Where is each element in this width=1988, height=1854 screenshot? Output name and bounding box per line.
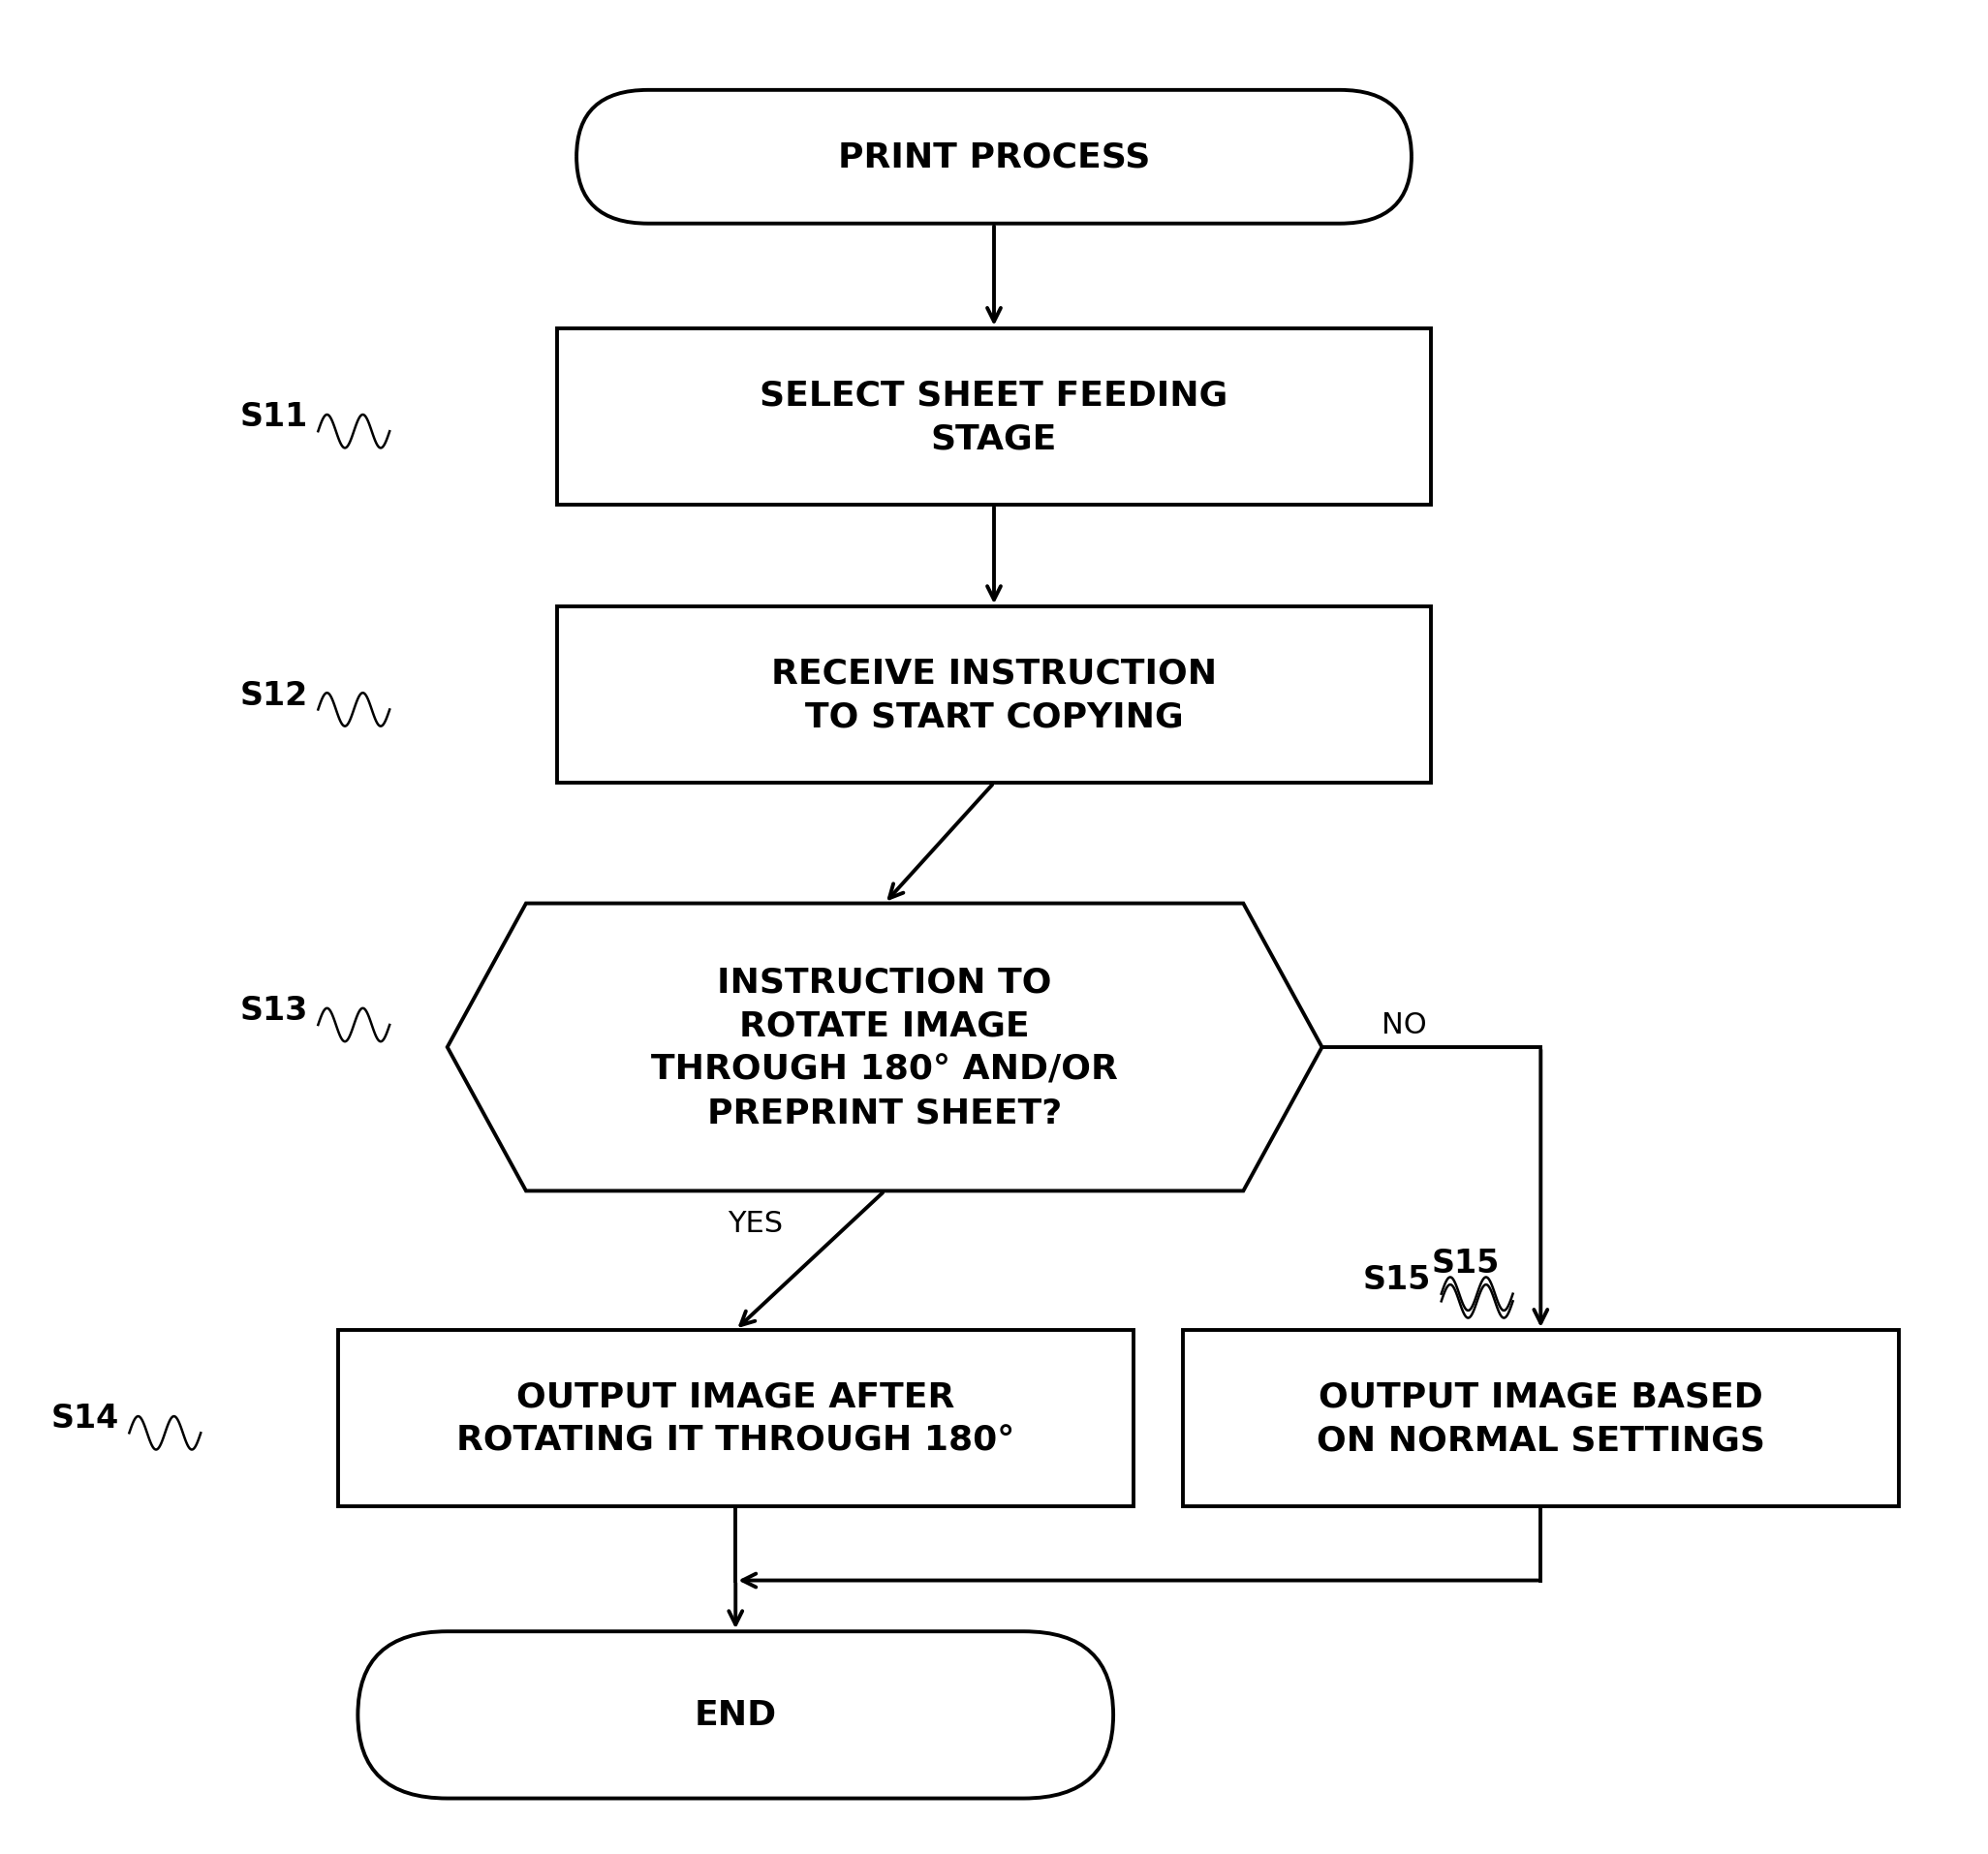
Text: RECEIVE INSTRUCTION
TO START COPYING: RECEIVE INSTRUCTION TO START COPYING [771, 656, 1217, 734]
Text: OUTPUT IMAGE AFTER
ROTATING IT THROUGH 180°: OUTPUT IMAGE AFTER ROTATING IT THROUGH 1… [457, 1379, 1014, 1457]
Bar [1183, 1331, 1899, 1505]
Bar [557, 328, 1431, 504]
Text: SELECT SHEET FEEDING
STAGE: SELECT SHEET FEEDING STAGE [759, 378, 1229, 456]
Text: S11: S11 [241, 400, 308, 434]
FancyBboxPatch shape [358, 1632, 1113, 1798]
Text: S14: S14 [52, 1402, 119, 1435]
Text: S15: S15 [1431, 1248, 1499, 1279]
FancyBboxPatch shape [577, 91, 1411, 224]
Bar [557, 606, 1431, 782]
Text: S15: S15 [1364, 1263, 1431, 1296]
Text: S13: S13 [241, 994, 308, 1027]
Text: INSTRUCTION TO
ROTATE IMAGE
THROUGH 180° AND/OR
PREPRINT SHEET?: INSTRUCTION TO ROTATE IMAGE THROUGH 180°… [652, 966, 1117, 1129]
Text: PRINT PROCESS: PRINT PROCESS [837, 141, 1151, 174]
Bar [338, 1331, 1133, 1505]
Text: END: END [694, 1698, 777, 1732]
Text: NO: NO [1382, 1010, 1427, 1040]
Text: YES: YES [728, 1209, 783, 1237]
Text: OUTPUT IMAGE BASED
ON NORMAL SETTINGS: OUTPUT IMAGE BASED ON NORMAL SETTINGS [1316, 1379, 1765, 1457]
Text: S12: S12 [241, 679, 308, 712]
Polygon shape [447, 905, 1322, 1192]
